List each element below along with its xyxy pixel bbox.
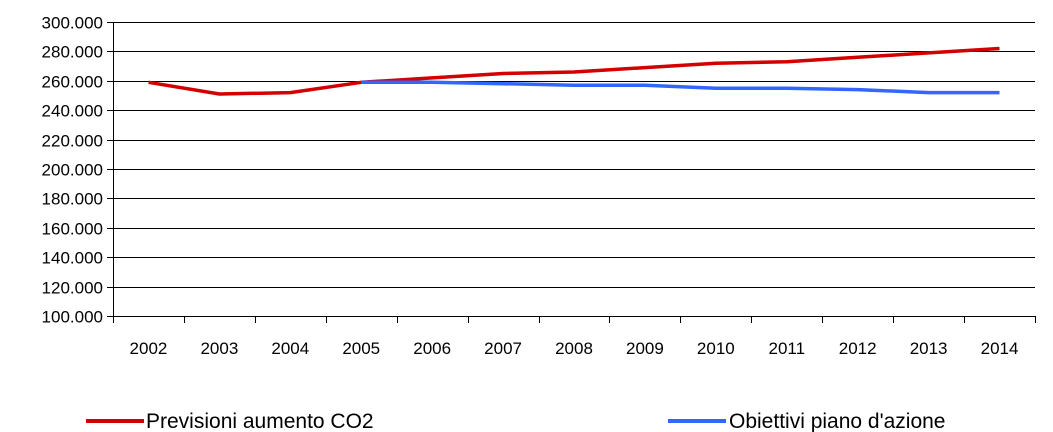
x-tick-label-2006: 2006 (413, 339, 451, 358)
y-tick-label: 280.000 (42, 43, 103, 62)
x-tick-label-2012: 2012 (839, 339, 877, 358)
y-tick-labels: 100.000 120.000 140.000 160.000 180.000 200.0… (42, 14, 103, 327)
x-tick-label-2014: 2014 (981, 339, 1019, 358)
x-tick-label-2004: 2004 (271, 339, 309, 358)
x-tick-label-2010: 2010 (697, 339, 735, 358)
y-tick-label: 220.000 (42, 132, 103, 151)
y-tick-label: 100.000 (42, 308, 103, 327)
x-tick-label-2011: 2011 (768, 339, 805, 358)
y-tick-label: 240.000 (42, 102, 103, 121)
series-line-2 (361, 80, 1000, 95)
y-tick-label: 180.000 (42, 190, 103, 209)
legend: Previsioni aumento CO2 Obiettivi piano d'… (86, 410, 945, 432)
y-tick-label: 260.000 (42, 73, 103, 92)
y-tick-label: 160.000 (42, 220, 103, 239)
legend-label-2: Obiettivi piano d'azione (729, 410, 945, 432)
x-tick-label-2008: 2008 (555, 339, 593, 358)
x-tick-labels: 2002 2003 2004 2005 2006 2007 2008 2009 2010 2011… (130, 339, 1019, 358)
x-tick-label-2009: 2009 (626, 339, 664, 358)
x-tick-label-2002: 2002 (130, 339, 168, 358)
y-tick-label: 200.000 (42, 161, 103, 180)
series-lines (148, 46, 1000, 96)
x-tick-label-2005: 2005 (342, 339, 380, 358)
x-tick-label-2003: 2003 (200, 339, 238, 358)
x-tick-label-2007: 2007 (484, 339, 522, 358)
y-tick-label: 300.000 (42, 14, 103, 33)
y-tick-label: 120.000 (42, 279, 103, 298)
axes (107, 22, 1036, 323)
x-tick-label-2013: 2013 (910, 339, 948, 358)
gridlines (113, 22, 1035, 288)
y-tick-label: 140.000 (42, 249, 103, 268)
legend-label-1: Previsioni aumento CO2 (146, 410, 374, 432)
series-line-1 (148, 46, 1000, 96)
